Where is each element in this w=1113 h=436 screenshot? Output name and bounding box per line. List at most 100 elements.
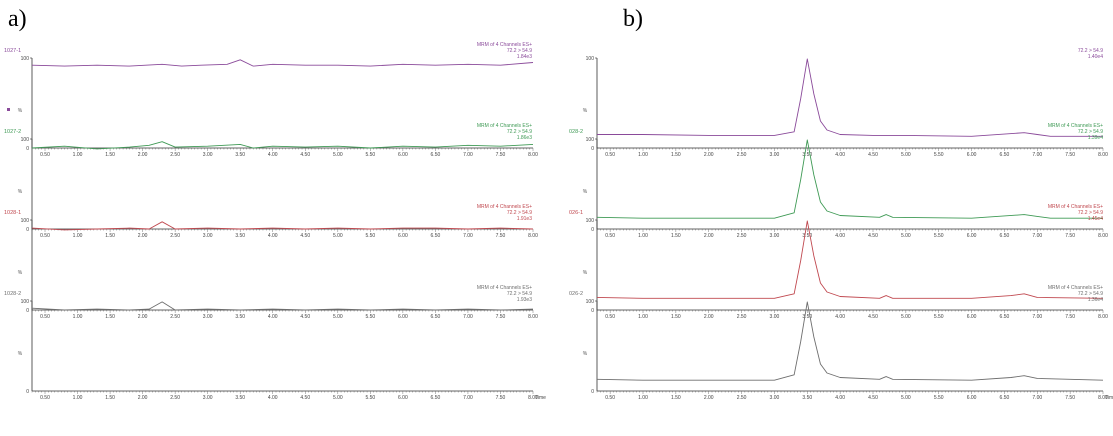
x-tick-label: 4.00 [268, 152, 278, 158]
y-tick-label: 0 [591, 389, 594, 395]
x-tick-label: 0.50 [40, 233, 50, 239]
y-tick-label: 100 [586, 56, 595, 62]
x-tick-label: 6.00 [967, 152, 977, 158]
trace-channel: MRM of 4 Channels ES+ [477, 123, 532, 129]
sample-name: 1027-2 [4, 129, 21, 135]
series-line [31, 59, 534, 67]
x-tick-label: 2.50 [170, 395, 180, 401]
x-tick-label: 6.00 [398, 395, 408, 401]
y-tick-label: 100 [586, 218, 595, 224]
panel-b-trace-2: 100 0% 0.50 1.00 1.50 2.00 2.50 3.00 3.50 4.00 4.5… [569, 123, 1108, 239]
x-tick-label: 5.50 [365, 233, 375, 239]
x-tick-label: 3.50 [802, 395, 812, 401]
trace-intensity: 1.86e3 [517, 135, 533, 141]
x-tick-label: 6.00 [967, 314, 977, 320]
series-line [596, 220, 1104, 299]
x-tick-label: 6.00 [398, 233, 408, 239]
panel-a-trace-4: 100 0% 0.50 1.00 1.50 2.00 2.50 3.00 3.50 4.00 4.5… [4, 285, 546, 401]
y-tick-label: 0 [591, 308, 594, 314]
x-tick-label: 8.00 [528, 314, 538, 320]
x-tick-label: 7.50 [496, 152, 506, 158]
y-axis-label: % [18, 270, 23, 276]
panel-a-trace-2: 100 0% 0.50 1.00 1.50 2.00 2.50 3.00 3.50 4.00 4.5… [4, 123, 538, 239]
x-tick-label: 3.50 [235, 314, 245, 320]
x-tick-label: 1.00 [73, 233, 83, 239]
x-tick-label: 8.00 [1098, 233, 1108, 239]
x-tick-label: 6.00 [967, 395, 977, 401]
x-tick-label: 3.00 [770, 314, 780, 320]
trace-transition: 72.2 > 54.9 [507, 291, 532, 297]
x-tick-label: 4.50 [300, 314, 310, 320]
trace-channel: MRM of 4 Channels ES+ [1048, 204, 1103, 210]
x-tick-label: 3.00 [203, 233, 213, 239]
x-tick-label: 0.50 [40, 152, 50, 158]
x-tick-label: 4.00 [268, 233, 278, 239]
x-tick-label: 4.50 [300, 233, 310, 239]
x-tick-label: 3.00 [203, 152, 213, 158]
x-tick-label: 2.50 [170, 233, 180, 239]
x-tick-label: 7.50 [1065, 395, 1075, 401]
x-tick-label: 6.00 [398, 314, 408, 320]
x-axis-label: Time [1105, 395, 1113, 401]
trace-transition: 72.2 > 54.9 [507, 48, 532, 54]
x-tick-label: 5.50 [365, 395, 375, 401]
series-line [31, 221, 534, 231]
sample-name: 026-2 [569, 291, 583, 297]
panel-a-label: a) [8, 6, 27, 32]
x-tick-label: 2.00 [704, 314, 714, 320]
x-tick-label: 7.50 [496, 395, 506, 401]
x-tick-label: 5.50 [934, 152, 944, 158]
x-tick-label: 1.50 [671, 233, 681, 239]
x-tick-label: 4.50 [868, 395, 878, 401]
x-tick-label: 1.00 [638, 233, 648, 239]
x-tick-label: 7.00 [1032, 395, 1042, 401]
trace-channel: MRM of 4 Channels ES+ [477, 42, 532, 48]
x-tick-label: 7.00 [1032, 314, 1042, 320]
trace-transition: 72.2 > 54.9 [1078, 48, 1103, 54]
x-tick-label: 1.00 [73, 314, 83, 320]
x-tick-label: 3.00 [770, 152, 780, 158]
x-tick-label: 6.50 [1000, 395, 1010, 401]
x-tick-label: 5.50 [934, 314, 944, 320]
x-tick-label: 6.50 [431, 152, 441, 158]
sample-name: 026-1 [569, 210, 583, 216]
trace-intensity: 1.36e4 [1088, 297, 1104, 303]
trace-transition: 72.2 > 54.9 [1078, 129, 1103, 135]
x-tick-label: 1.00 [73, 152, 83, 158]
x-tick-label: 4.00 [268, 395, 278, 401]
x-tick-label: 6.50 [431, 395, 441, 401]
x-tick-label: 0.50 [605, 314, 615, 320]
x-tick-label: 8.00 [528, 152, 538, 158]
x-tick-label: 7.00 [463, 233, 473, 239]
x-tick-label: 5.50 [934, 395, 944, 401]
x-tick-label: 2.50 [737, 314, 747, 320]
x-tick-label: 2.00 [704, 233, 714, 239]
x-tick-label: 3.50 [802, 233, 812, 239]
x-tick-label: 2.00 [138, 395, 148, 401]
y-axis-label: % [18, 351, 23, 357]
x-tick-label: 5.50 [365, 152, 375, 158]
panel-a-trace-1: 100 0% 0.50 1.00 1.50 2.00 2.50 3.00 3.50 4.00 4.5… [4, 42, 538, 158]
y-tick-label: 100 [21, 218, 30, 224]
x-tick-label: 5.50 [934, 233, 944, 239]
x-tick-label: 7.00 [463, 395, 473, 401]
x-tick-label: 2.00 [138, 233, 148, 239]
x-tick-label: 2.00 [704, 395, 714, 401]
x-tick-label: 3.50 [235, 395, 245, 401]
x-tick-label: 5.00 [901, 233, 911, 239]
x-tick-label: 3.50 [802, 152, 812, 158]
trace-intensity: 1.84e3 [517, 54, 533, 60]
trace-transition: 72.2 > 54.9 [507, 210, 532, 216]
trace-channel: MRM of 4 Channels ES+ [1048, 123, 1103, 129]
x-tick-label: 3.50 [235, 233, 245, 239]
x-tick-label: 8.00 [528, 395, 538, 401]
x-tick-label: 1.50 [105, 233, 115, 239]
series-line [31, 141, 534, 150]
sample-name: 1028-1 [4, 210, 21, 216]
panel-b-trace-3: 100 0% 0.50 1.00 1.50 2.00 2.50 3.00 3.50 4.00 4.5… [569, 204, 1108, 320]
trace-intensity: 1.40e4 [1088, 54, 1104, 60]
x-tick-label: 3.00 [770, 233, 780, 239]
y-tick-label: 100 [21, 56, 30, 62]
trace-intensity: 1.45e4 [1088, 216, 1104, 222]
